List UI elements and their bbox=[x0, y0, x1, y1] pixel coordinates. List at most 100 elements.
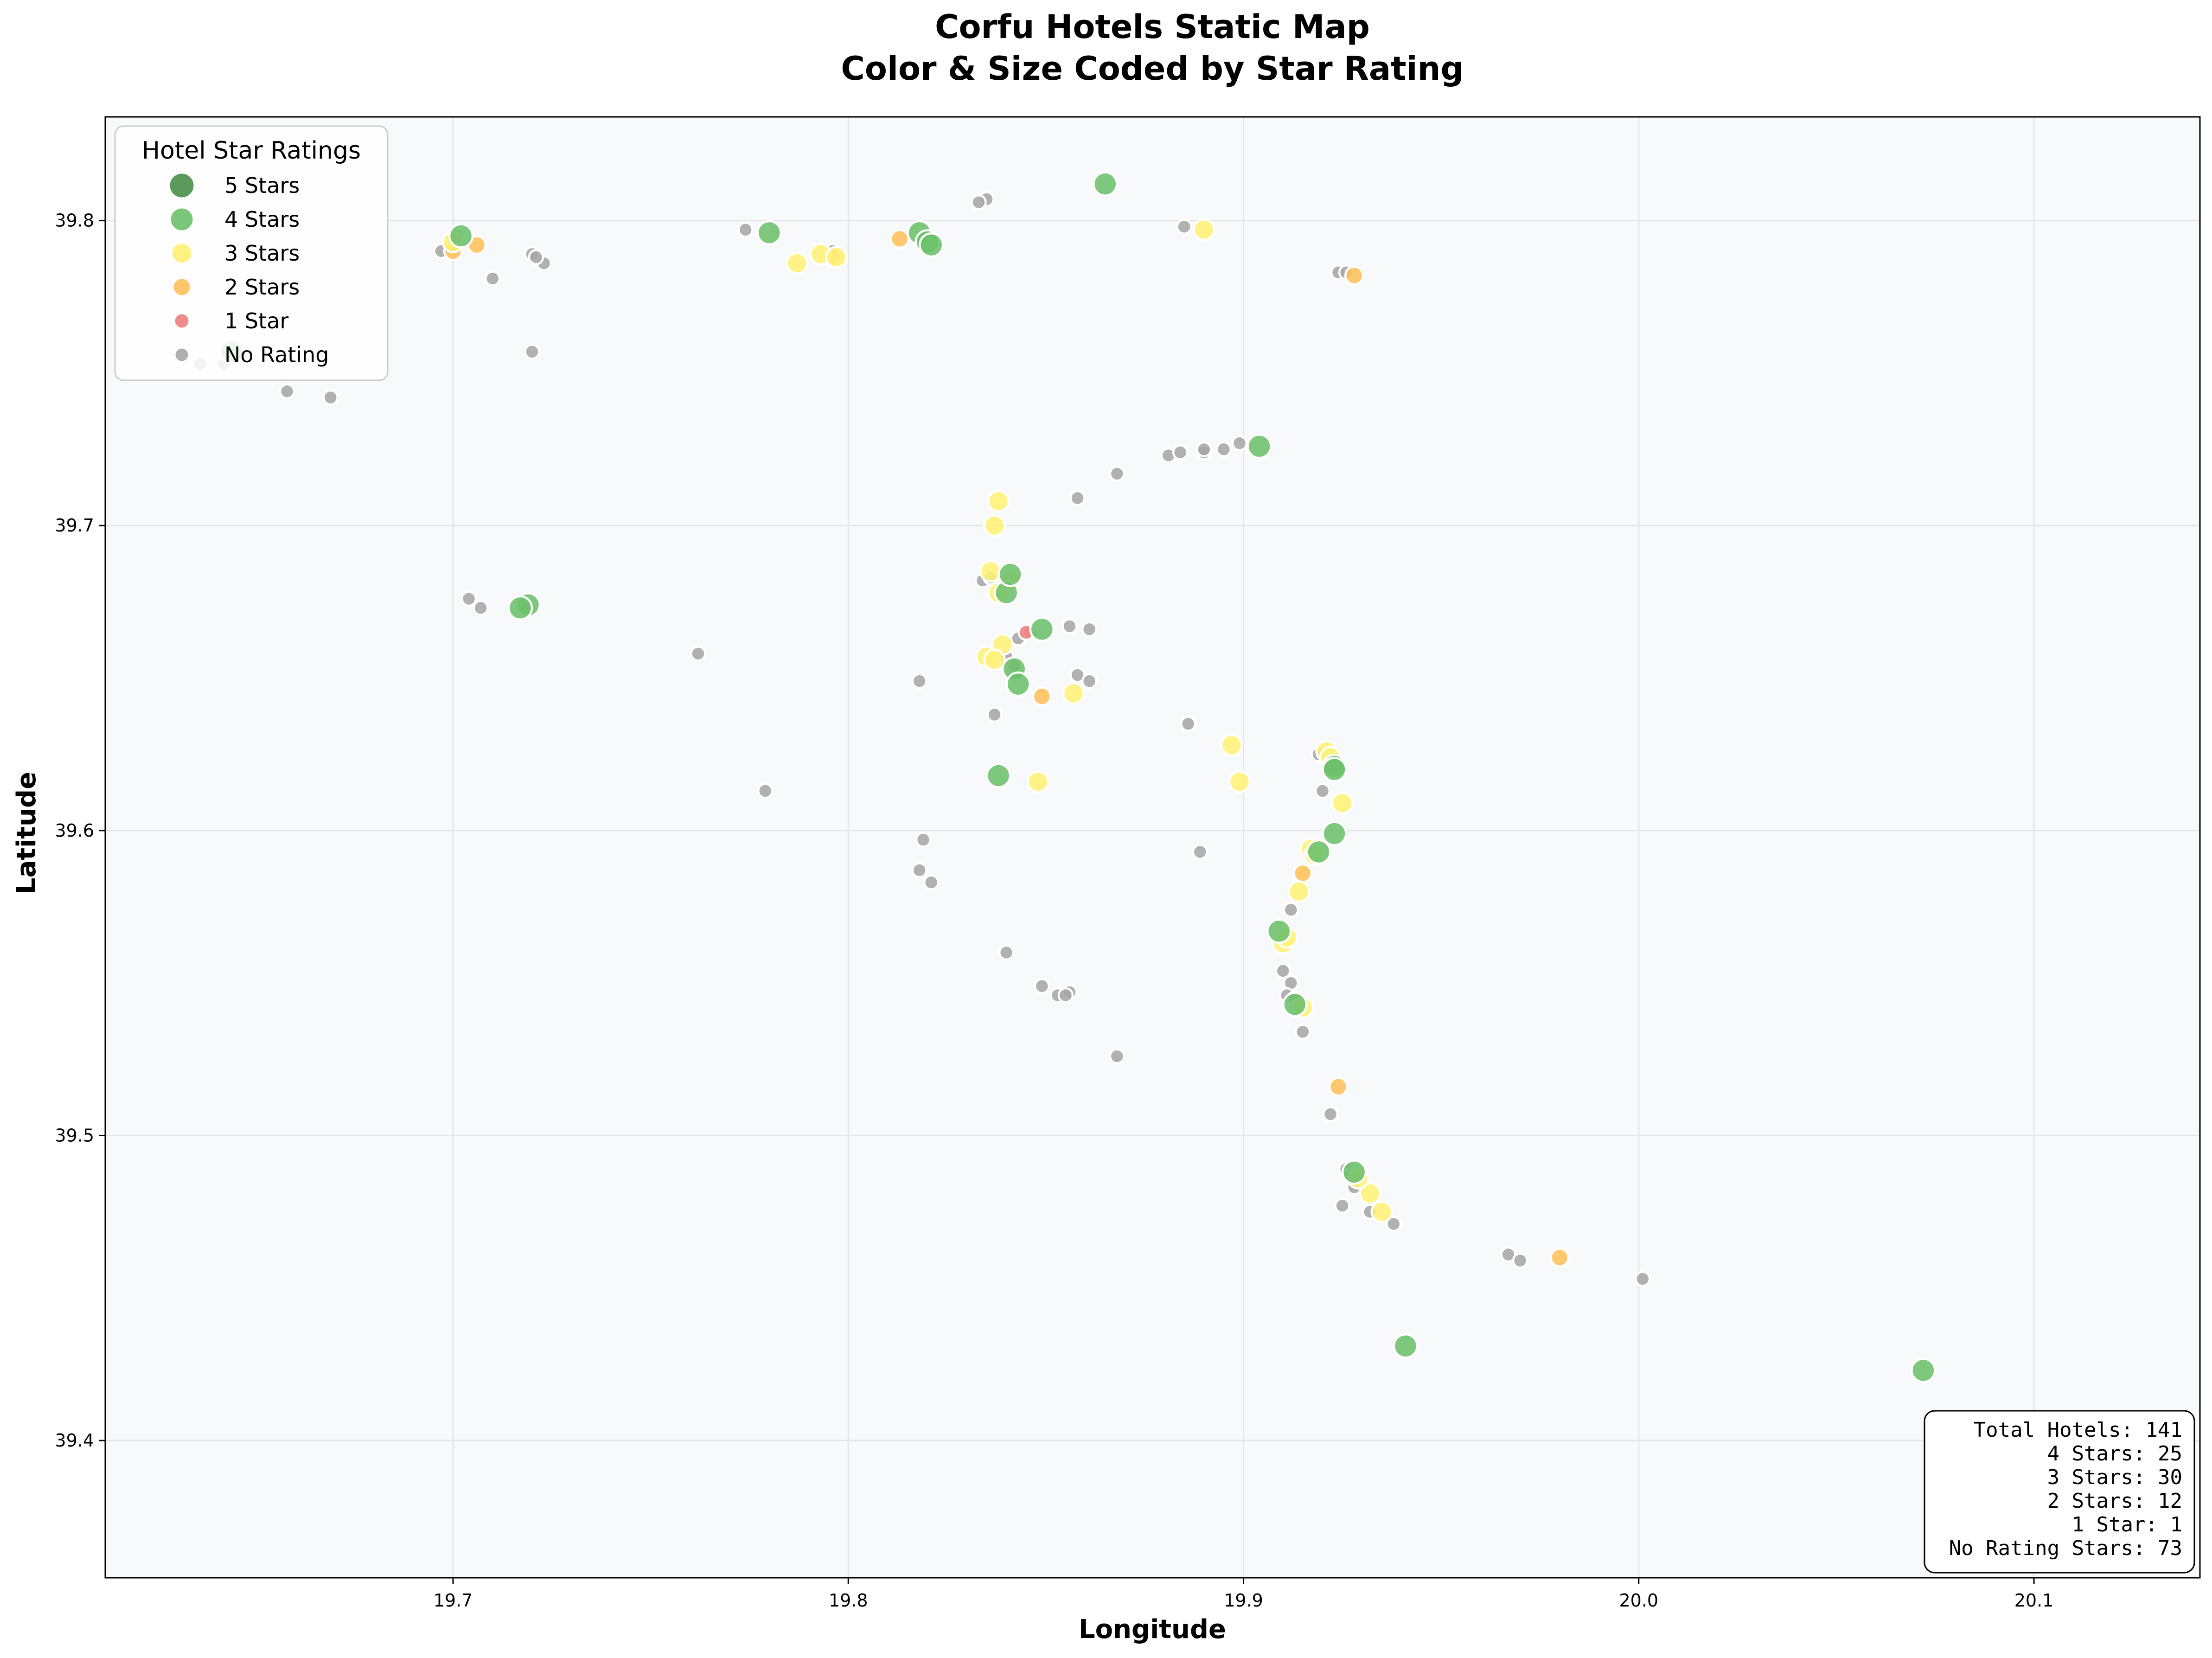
hotel-point bbox=[757, 783, 774, 799]
x-tick-label: 19.9 bbox=[1224, 1590, 1263, 1611]
hotel-point bbox=[528, 249, 544, 265]
hotel-point bbox=[1322, 821, 1347, 846]
hotel-point bbox=[322, 389, 339, 406]
chart-title: Corfu Hotels Static Map Color & Size Cod… bbox=[841, 8, 1464, 88]
hotel-point bbox=[1196, 441, 1212, 458]
hotel-point bbox=[1215, 441, 1232, 458]
hotel-point bbox=[1220, 734, 1243, 756]
stats-line: 3 Stars: 30 bbox=[2047, 1466, 2182, 1489]
legend-label: 1 Star bbox=[224, 308, 288, 333]
stats-line: 1 Star: 1 bbox=[2072, 1513, 2182, 1536]
legend-marker bbox=[173, 313, 190, 329]
hotel-point bbox=[279, 383, 295, 400]
chart-title-line-2: Color & Size Coded by Star Rating bbox=[841, 50, 1464, 88]
legend: Hotel Star Ratings 5 Stars 4 Stars 3 Stars… bbox=[114, 125, 389, 381]
legend-label: 3 Stars bbox=[224, 241, 300, 266]
hotel-point bbox=[918, 232, 944, 258]
hotel-point bbox=[448, 223, 474, 249]
hotel-point bbox=[1314, 783, 1331, 799]
hotel-point bbox=[1231, 435, 1248, 451]
hotel-point bbox=[1328, 1076, 1349, 1097]
hotel-point bbox=[1911, 1357, 1936, 1383]
legend-marker bbox=[169, 207, 194, 232]
hotel-point bbox=[1283, 902, 1299, 918]
hotel-point bbox=[1027, 770, 1049, 793]
y-tick-label: 39.7 bbox=[55, 515, 94, 536]
legend-title: Hotel Star Ratings bbox=[142, 137, 361, 165]
hotel-point bbox=[1287, 880, 1311, 903]
y-tick-label: 39.6 bbox=[55, 820, 94, 841]
hotel-point bbox=[786, 252, 808, 275]
hotel-point bbox=[1092, 171, 1118, 197]
hotel-point bbox=[1193, 218, 1215, 241]
x-tick-label: 19.7 bbox=[434, 1590, 473, 1611]
hotel-point bbox=[1180, 716, 1196, 732]
x-tick-label: 20.0 bbox=[1619, 1590, 1658, 1611]
hotel-point bbox=[985, 763, 1011, 788]
hotel-point bbox=[460, 590, 477, 607]
x-tick-label: 19.8 bbox=[829, 1590, 868, 1611]
stats-line: No Rating Stars: 73 bbox=[1949, 1536, 2182, 1560]
hotel-point bbox=[979, 560, 1002, 583]
hotel-point bbox=[1061, 618, 1078, 634]
hotel-point bbox=[1282, 992, 1308, 1017]
hotel-point bbox=[825, 246, 848, 269]
hotel-point bbox=[1109, 466, 1125, 482]
hotel-point bbox=[1341, 1159, 1367, 1185]
legend-entries: 5 Stars 4 Stars 3 Stars 2 Stars 1 Star No Rat… bbox=[168, 172, 329, 367]
data-points bbox=[192, 171, 1936, 1383]
hotel-point bbox=[737, 222, 754, 238]
legend-label: No Rating bbox=[224, 342, 329, 367]
hotel-point bbox=[1322, 1106, 1339, 1122]
hotel-point bbox=[923, 874, 940, 890]
hotel-point bbox=[915, 832, 932, 848]
legend-marker bbox=[174, 347, 190, 363]
hotel-point bbox=[1386, 1216, 1402, 1232]
y-tick-label: 39.4 bbox=[55, 1430, 94, 1451]
hotel-point bbox=[1069, 490, 1086, 506]
hotel-point bbox=[1081, 673, 1098, 689]
hotel-point bbox=[1295, 1024, 1311, 1040]
legend-label: 4 Stars bbox=[224, 207, 300, 232]
hotel-point bbox=[1081, 621, 1098, 638]
hotel-point bbox=[1322, 757, 1347, 782]
stats-line: 4 Stars: 25 bbox=[2047, 1442, 2182, 1466]
stats-line: 2 Stars: 12 bbox=[2047, 1489, 2182, 1513]
hotel-point bbox=[1344, 265, 1364, 286]
legend-marker bbox=[168, 172, 195, 199]
hotel-point bbox=[998, 944, 1015, 961]
hotel-point bbox=[911, 862, 927, 878]
hotel-point bbox=[507, 595, 533, 621]
hotel-point bbox=[1393, 1333, 1419, 1359]
hotel-point bbox=[997, 562, 1023, 587]
hotel-point bbox=[1109, 1048, 1125, 1064]
hotel-point bbox=[1550, 1248, 1570, 1268]
hotel-point bbox=[1635, 1271, 1651, 1287]
legend-marker bbox=[172, 277, 192, 297]
hotel-point bbox=[1172, 444, 1189, 461]
hotel-point bbox=[1275, 963, 1291, 979]
y-axis-label: Latitude bbox=[12, 772, 42, 894]
hotel-point bbox=[971, 194, 987, 211]
hotel-point bbox=[1176, 218, 1192, 235]
plot-area bbox=[105, 117, 2200, 1578]
y-tick-label: 39.8 bbox=[55, 211, 94, 231]
hotel-point bbox=[889, 229, 910, 249]
legend-marker bbox=[171, 242, 193, 264]
y-axis-ticks: 39.4 39.5 39.6 39.7 39.8 bbox=[55, 211, 105, 1451]
hotel-point bbox=[1266, 918, 1292, 944]
legend-label: 2 Stars bbox=[224, 275, 300, 300]
hotel-point bbox=[1306, 839, 1331, 865]
hotel-point bbox=[1029, 616, 1055, 642]
chart-title-line-1: Corfu Hotels Static Map bbox=[935, 8, 1370, 46]
hotel-point bbox=[986, 706, 1003, 723]
hotel-point bbox=[1358, 1182, 1381, 1205]
stats-line: Total Hotels: 141 bbox=[1974, 1418, 2182, 1442]
hotel-point bbox=[1228, 770, 1251, 793]
hotel-point bbox=[1057, 987, 1074, 1004]
hotel-point bbox=[1034, 978, 1050, 994]
